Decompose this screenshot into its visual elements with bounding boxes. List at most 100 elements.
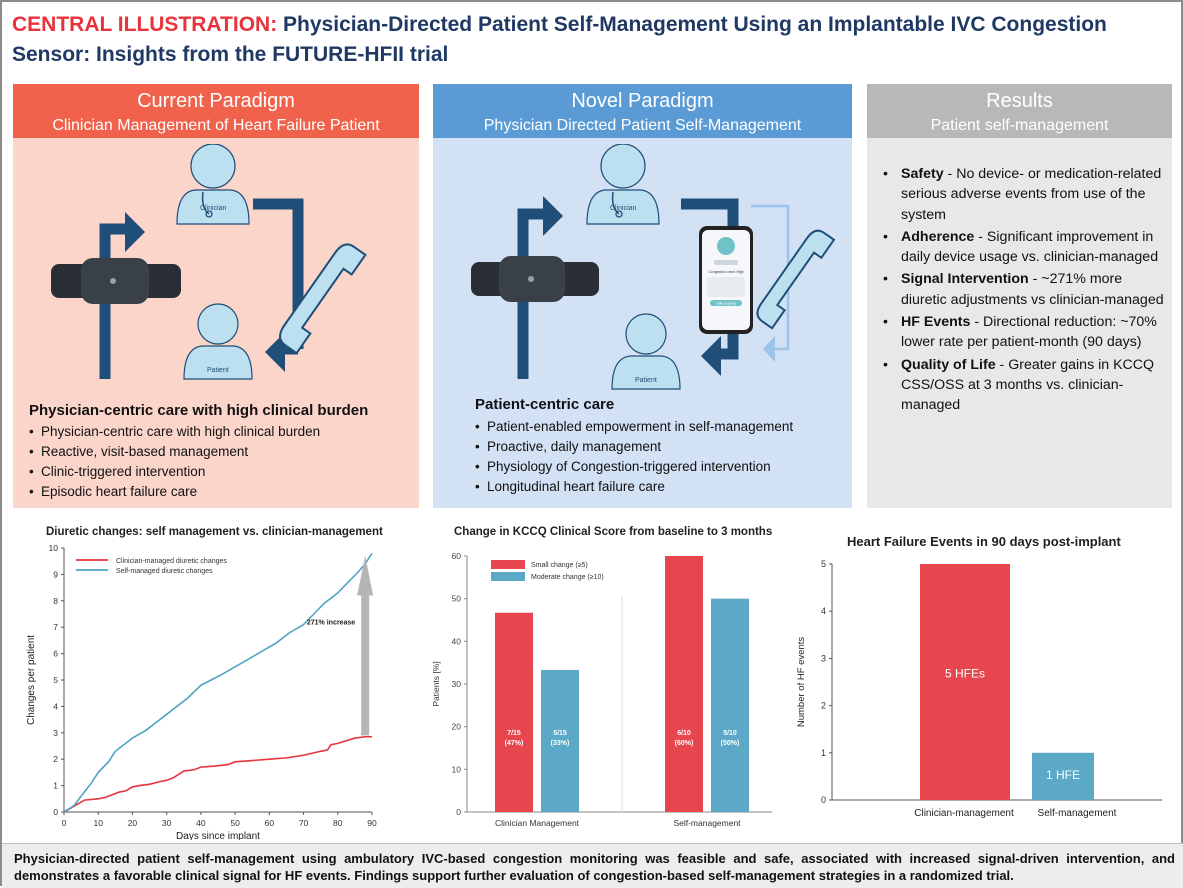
increase-arrow-shaft bbox=[361, 595, 370, 736]
bar-label: 7/15 bbox=[507, 730, 521, 737]
chart-title: Diuretic changes: self management vs. cl… bbox=[46, 526, 383, 538]
bar bbox=[541, 669, 579, 812]
y-tick-label: 3 bbox=[53, 728, 58, 738]
result-label: Adherence bbox=[901, 228, 975, 245]
increase-annotation: 271% increase bbox=[307, 620, 355, 627]
x-tick-label: 60 bbox=[265, 818, 275, 828]
x-tick-label: 0 bbox=[62, 818, 67, 828]
x-tick-label: 50 bbox=[230, 818, 240, 828]
x-tick-label: Clinician Management bbox=[495, 818, 580, 828]
list-item: Proactive, daily management bbox=[475, 437, 793, 457]
y-tick-label: 3 bbox=[821, 653, 826, 663]
novel-care-list: Patient-enabled empowerment in self-mana… bbox=[475, 417, 793, 497]
x-tick-label: 20 bbox=[128, 818, 138, 828]
legend-label: Moderate change (≥10) bbox=[531, 574, 604, 581]
bar-label: 6/10 bbox=[677, 730, 691, 737]
chart-title: Heart Failure Events in 90 days post-imp… bbox=[847, 534, 1121, 549]
page-title: CENTRAL ILLUSTRATION: Physician-Directed… bbox=[12, 10, 1172, 70]
x-tick-label: Clinician-management bbox=[914, 808, 1014, 819]
increase-arrow-head bbox=[357, 555, 374, 596]
results-list: Safety - No device- or medication-relate… bbox=[879, 164, 1164, 418]
phone-screen-header: Congestion Level: High bbox=[708, 270, 743, 274]
x-tick-label: 10 bbox=[93, 818, 103, 828]
list-item: Adherence - Significant improvement in d… bbox=[879, 227, 1164, 268]
y-tick-label: 40 bbox=[452, 636, 462, 646]
current-paradigm-subheading: Clinician Management of Heart Failure Pa… bbox=[52, 117, 380, 134]
y-tick-label: 0 bbox=[821, 795, 826, 805]
current-paradigm-header: Current Paradigm Clinician Management of… bbox=[13, 84, 419, 138]
y-tick-label: 4 bbox=[53, 701, 58, 711]
loop-arrow-left bbox=[517, 208, 545, 379]
current-paradigm-heading: Current Paradigm bbox=[137, 90, 295, 112]
clinician-label: Clinician bbox=[200, 205, 227, 212]
list-item: HF Events - Directional reduction: ~70% … bbox=[879, 312, 1164, 353]
result-label: Safety bbox=[901, 166, 944, 182]
y-tick-label: 0 bbox=[53, 807, 58, 817]
smartphone-icon: Congestion Level: High Take reading bbox=[699, 226, 753, 334]
chart-title: Change in KCCQ Clinical Score from basel… bbox=[454, 526, 773, 538]
bar-label: (50%) bbox=[721, 740, 740, 747]
x-tick-label: 90 bbox=[367, 818, 377, 828]
clinician-icon: Clinician bbox=[176, 144, 250, 225]
result-label: HF Events bbox=[901, 314, 971, 331]
legend-swatch bbox=[491, 560, 525, 569]
loop-arrow-left bbox=[99, 223, 128, 379]
arrow-head-icon bbox=[265, 332, 285, 372]
phone-screen-button: Take reading bbox=[716, 302, 736, 306]
arrow-head-icon bbox=[543, 196, 563, 236]
sensor-belt-icon bbox=[471, 256, 599, 302]
bar-label: (33%) bbox=[551, 740, 570, 747]
bar-label: 1 HFE bbox=[1046, 768, 1080, 782]
y-tick-label: 2 bbox=[821, 701, 826, 711]
list-item: Patient-enabled empowerment in self-mana… bbox=[475, 417, 793, 437]
current-care-list: Physician-centric care with high clinica… bbox=[29, 422, 320, 502]
current-care-title: Physician-centric care with high clinica… bbox=[29, 402, 369, 419]
x-tick-label: 80 bbox=[333, 818, 343, 828]
legend-swatch bbox=[491, 572, 525, 581]
bar-label: 5/10 bbox=[723, 730, 737, 737]
arrow-head-icon bbox=[125, 212, 145, 252]
y-tick-label: 6 bbox=[53, 649, 58, 659]
list-item: Episodic heart failure care bbox=[29, 482, 320, 502]
kccq-bar-svg: 0 10 20 30 40 50 60 Patients [%] Clinician Manag… bbox=[431, 551, 772, 828]
diuretic-changes-chart: Diuretic changes: self management vs. cl… bbox=[14, 520, 384, 840]
y-tick-label: 5 bbox=[821, 559, 826, 569]
patient-icon: Patient bbox=[183, 303, 253, 380]
bar bbox=[495, 612, 533, 812]
current-care-diagram: Clinician Patient bbox=[51, 144, 367, 380]
y-tick-label: 10 bbox=[452, 764, 462, 774]
series-line-2 bbox=[63, 552, 373, 813]
list-item: Safety - No device- or medication-relate… bbox=[879, 164, 1164, 225]
summary-footer: Physician-directed patient self-manageme… bbox=[2, 843, 1183, 888]
y-tick-label: 60 bbox=[452, 551, 462, 561]
list-item: Clinic-triggered intervention bbox=[29, 462, 320, 482]
series-line-1 bbox=[63, 735, 372, 813]
x-tick-label: 40 bbox=[196, 818, 206, 828]
y-tick-label: 5 bbox=[53, 675, 58, 685]
clinician-label: Clinician bbox=[610, 205, 637, 212]
legend-label: Small change (≥5) bbox=[531, 562, 588, 569]
list-item: Physician-centric care with high clinica… bbox=[29, 422, 320, 442]
novel-paradigm-subheading: Physician Directed Patient Self-Manageme… bbox=[483, 117, 802, 134]
x-tick-label: 30 bbox=[162, 818, 172, 828]
results-panel: Results Patient self-management Safety -… bbox=[867, 84, 1172, 508]
bar bbox=[711, 598, 749, 812]
arrow-head-icon bbox=[701, 336, 721, 376]
hf-events-chart: Heart Failure Events in 90 days post-imp… bbox=[792, 520, 1177, 840]
list-item: Physiology of Congestion-triggered inter… bbox=[475, 457, 793, 477]
list-item: Signal Intervention - ~271% more diureti… bbox=[879, 269, 1164, 310]
bar bbox=[1032, 752, 1094, 800]
list-item: Quality of Life - Greater gains in KCCQ … bbox=[879, 355, 1164, 416]
novel-paradigm-heading: Novel Paradigm bbox=[571, 90, 714, 112]
y-tick-label: 0 bbox=[456, 807, 461, 817]
title-text: Physician-Directed Patient Self-Manageme… bbox=[12, 13, 1107, 66]
results-header: Results Patient self-management bbox=[867, 84, 1172, 138]
patient-label: Patient bbox=[207, 367, 229, 374]
y-axis-label: Number of HF events bbox=[796, 637, 807, 728]
phone-handset-icon bbox=[756, 229, 836, 330]
y-axis-label: Patients [%] bbox=[431, 661, 441, 706]
line-chart-svg: 0 10 20 30 40 50 60 70 80 90 0 1 2 3 4 5 6 7 8 9 10 Days sinc… bbox=[26, 543, 377, 840]
bar-label: (47%) bbox=[505, 740, 524, 747]
novel-paradigm-header: Novel Paradigm Physician Directed Patien… bbox=[433, 84, 852, 138]
